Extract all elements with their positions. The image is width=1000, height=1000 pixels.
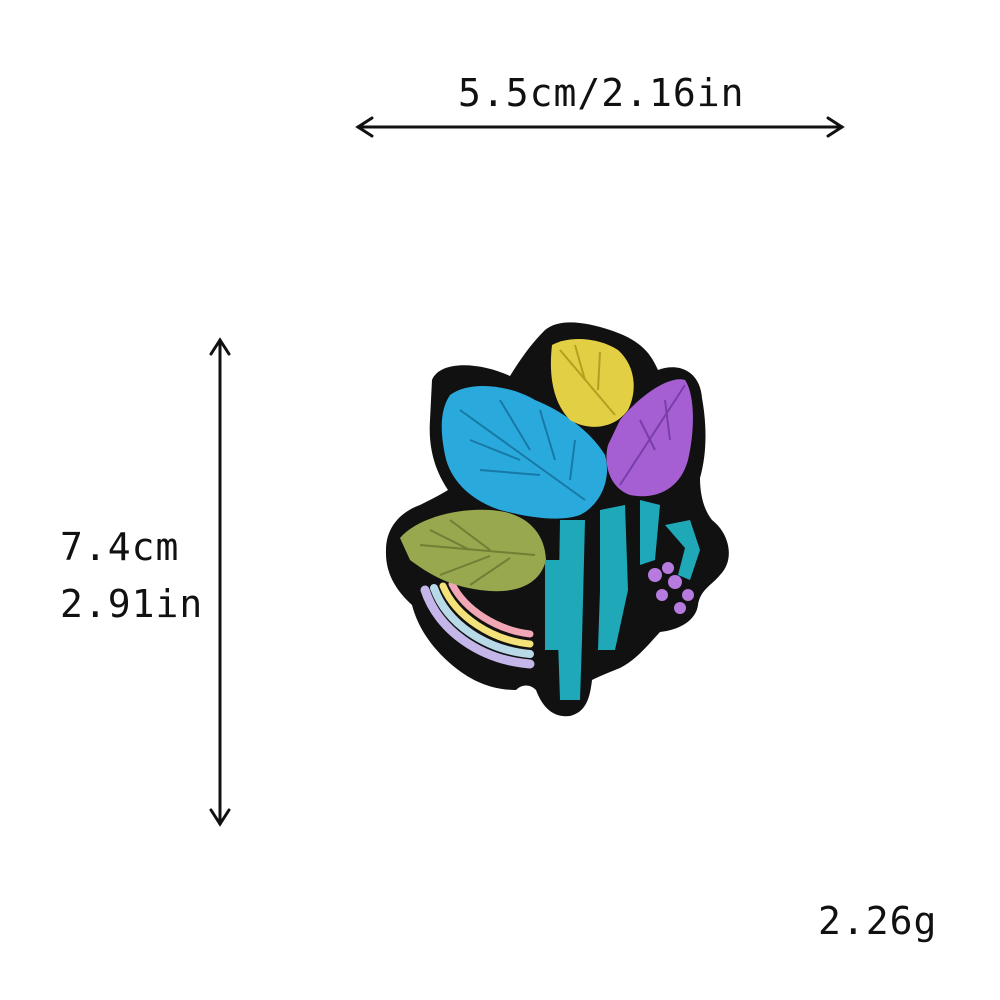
weight-label: 2.26g	[818, 899, 938, 943]
height-cm-label: 7.4cm	[60, 525, 180, 569]
purple-berries	[648, 562, 694, 614]
green-leaf	[400, 509, 546, 592]
rainbow	[420, 580, 535, 669]
height-arrow	[209, 337, 231, 827]
purple-leaf	[606, 379, 694, 614]
height-in-label: 2.91in	[60, 582, 204, 626]
yellow-leaf	[550, 338, 634, 427]
width-arrow	[355, 116, 845, 138]
teal-stems	[545, 500, 700, 700]
blue-leaf	[441, 385, 608, 519]
width-label: 5.5cm/2.16in	[458, 71, 745, 115]
